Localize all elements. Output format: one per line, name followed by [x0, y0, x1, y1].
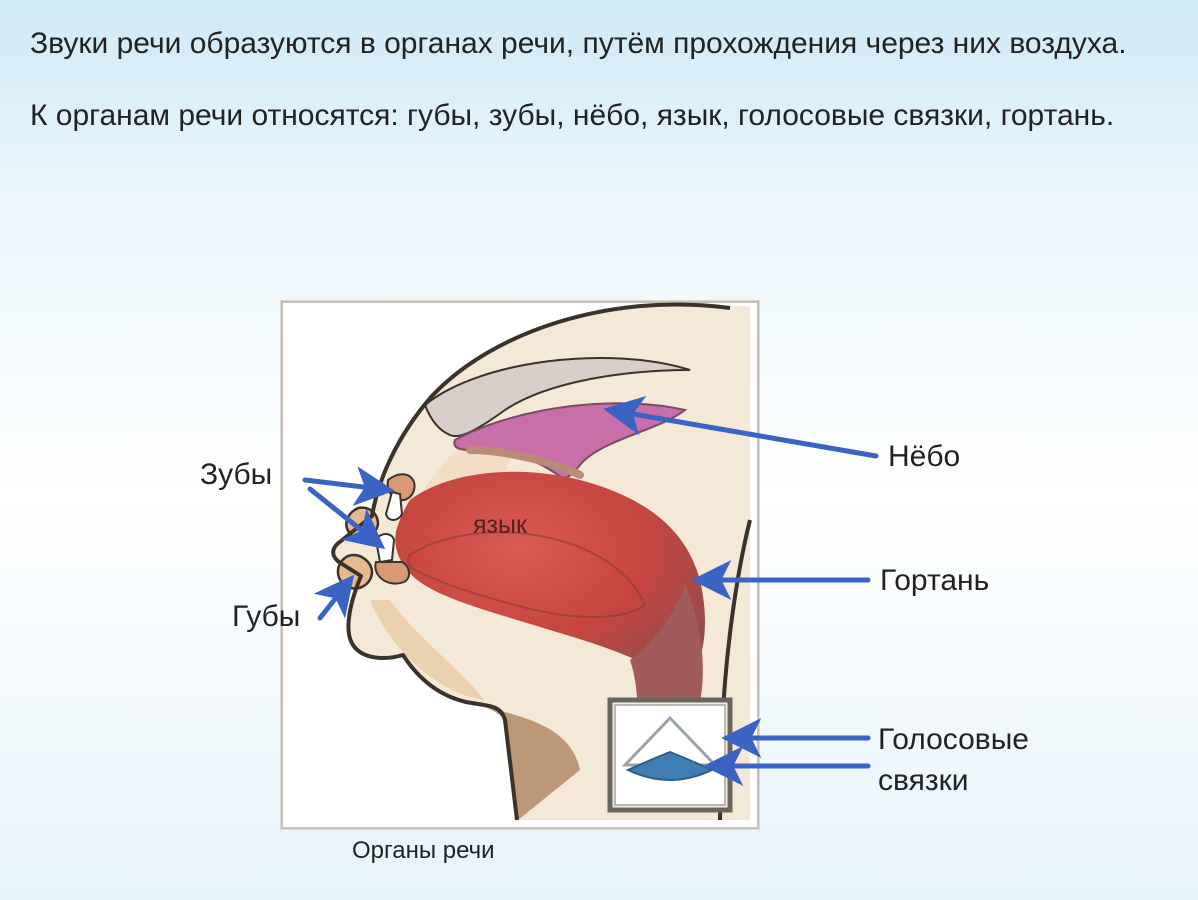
speech-organs-diagram	[280, 300, 760, 830]
slide: Звуки речи образуются в органах речи, пу…	[0, 0, 1198, 900]
label-lips: Губы	[232, 600, 300, 634]
label-vocal-cords: Голосовые связки	[878, 720, 1029, 801]
label-larynx: Гортань	[880, 564, 989, 598]
intro-text-block: Звуки речи образуются в органах речи, пу…	[30, 25, 1168, 168]
label-palate: Нёбо	[888, 440, 960, 474]
diagram-caption: Органы речи	[352, 837, 495, 865]
label-teeth: Зубы	[200, 458, 272, 492]
paragraph-1: Звуки речи образуются в органах речи, пу…	[30, 25, 1168, 63]
label-tongue: язык	[473, 511, 527, 540]
paragraph-2: К органам речи относятся: губы, зубы, нё…	[30, 97, 1168, 135]
